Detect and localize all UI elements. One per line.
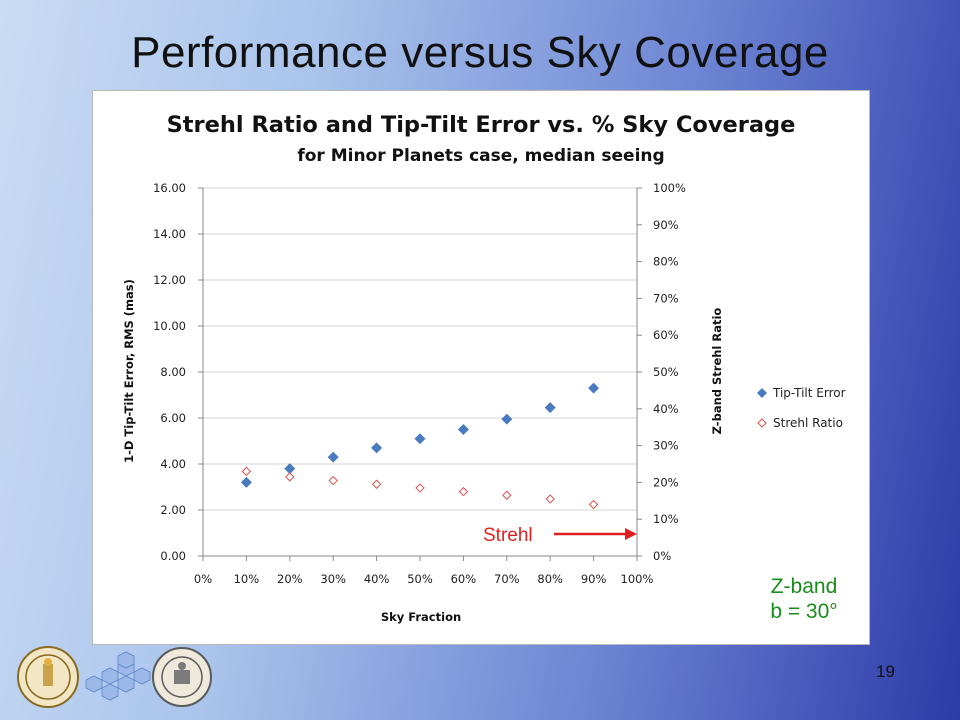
institution-logos xyxy=(17,646,212,708)
y2-tick-label: 20% xyxy=(653,475,679,489)
y-tick-label: 4.00 xyxy=(160,457,186,471)
y2-tick-label: 60% xyxy=(653,328,679,342)
tip-tilt-point xyxy=(327,451,339,463)
tip-tilt-point xyxy=(240,476,252,488)
y-tick-label: 14.00 xyxy=(153,227,186,241)
zband-line-1: Z-band xyxy=(770,575,838,598)
chart-subtitle: for Minor Planets case, median seeing xyxy=(297,146,664,166)
y2-axis-title: Z-band Strehl Ratio xyxy=(710,308,724,435)
uc-seal-icon xyxy=(152,647,212,707)
y2-tick-label: 100% xyxy=(653,181,686,195)
data-points xyxy=(240,382,600,510)
legend-marker-strehl xyxy=(757,418,767,428)
x-tick-label: 40% xyxy=(364,572,390,586)
x-tick-label: 30% xyxy=(320,572,346,586)
x-tick-label: 20% xyxy=(277,572,303,586)
y-axis-title: 1-D Tip-Tilt Error, RMS (mas) xyxy=(122,279,136,463)
legend-label-tip-tilt: Tip-Tilt Error xyxy=(772,386,846,400)
y2-tick-label: 90% xyxy=(653,218,679,232)
zband-line-2: b = 30° xyxy=(770,600,838,623)
axes xyxy=(198,187,642,561)
chart-container: Strehl Ratio and Tip-Tilt Error vs. % Sk… xyxy=(92,90,870,645)
strehl-point xyxy=(285,472,295,482)
tip-tilt-point xyxy=(457,424,469,435)
y2-tick-label: 70% xyxy=(653,291,679,305)
tip-tilt-point xyxy=(371,442,383,454)
x-tick-label: 80% xyxy=(537,572,563,586)
y-tick-label: 10.00 xyxy=(153,319,186,333)
strehl-point xyxy=(502,490,512,500)
x-axis-title: Sky Fraction xyxy=(381,610,461,624)
legend: Tip-Tilt Error Strehl Ratio xyxy=(757,386,846,430)
strehl-point xyxy=(241,466,252,477)
x-tick-label: 50% xyxy=(407,572,433,586)
y-tick-label: 16.00 xyxy=(153,181,186,195)
strehl-point xyxy=(415,483,425,493)
tick-labels: 0.00 2.00 4.00 6.00 8.00 10.00 12.00 14.00 16.00… xyxy=(153,181,686,586)
caltech-seal-icon xyxy=(17,646,79,708)
x-tick-label: 70% xyxy=(494,572,520,586)
legend-marker-tip-tilt xyxy=(757,388,767,398)
y2-tick-label: 50% xyxy=(653,365,679,379)
tip-tilt-point xyxy=(544,402,556,414)
y-tick-label: 2.00 xyxy=(160,503,186,517)
y2-tick-label: 30% xyxy=(653,439,679,453)
slide-title: Performance versus Sky Coverage xyxy=(131,28,829,77)
x-tick-label: 10% xyxy=(234,572,260,586)
grid-lines xyxy=(203,187,637,557)
strehl-annotation-label: Strehl xyxy=(483,525,533,546)
tmt-mirror-segments-icon xyxy=(85,651,151,701)
x-tick-label: 100% xyxy=(621,572,654,586)
legend-label-strehl: Strehl Ratio xyxy=(773,416,843,430)
strehl-point xyxy=(545,494,555,504)
chart-svg: Strehl Ratio and Tip-Tilt Error vs. % Sk… xyxy=(122,112,846,624)
strehl-annotation-arrow xyxy=(554,528,637,540)
x-tick-label: 0% xyxy=(194,572,212,586)
strehl-point xyxy=(588,499,599,510)
tip-tilt-point xyxy=(501,413,513,425)
tip-tilt-point xyxy=(414,433,426,445)
tip-tilt-point xyxy=(284,463,296,475)
chart-title: Strehl Ratio and Tip-Tilt Error vs. % Sk… xyxy=(167,112,796,138)
y-tick-label: 0.00 xyxy=(160,549,186,563)
y-tick-label: 6.00 xyxy=(160,411,186,425)
x-tick-label: 90% xyxy=(581,572,607,586)
page-number: 19 xyxy=(876,662,895,681)
x-tick-label: 60% xyxy=(451,572,477,586)
y-tick-label: 8.00 xyxy=(160,365,186,379)
tip-tilt-point xyxy=(588,382,600,394)
y-tick-label: 12.00 xyxy=(153,273,186,287)
y2-tick-label: 0% xyxy=(653,549,671,563)
strehl-point xyxy=(458,486,469,497)
strehl-point xyxy=(328,475,338,486)
y2-tick-label: 80% xyxy=(653,255,679,269)
y2-tick-label: 40% xyxy=(653,402,679,416)
zband-note: Z-band b = 30° xyxy=(756,574,852,624)
strehl-point xyxy=(371,479,382,489)
y2-tick-label: 10% xyxy=(653,512,679,526)
